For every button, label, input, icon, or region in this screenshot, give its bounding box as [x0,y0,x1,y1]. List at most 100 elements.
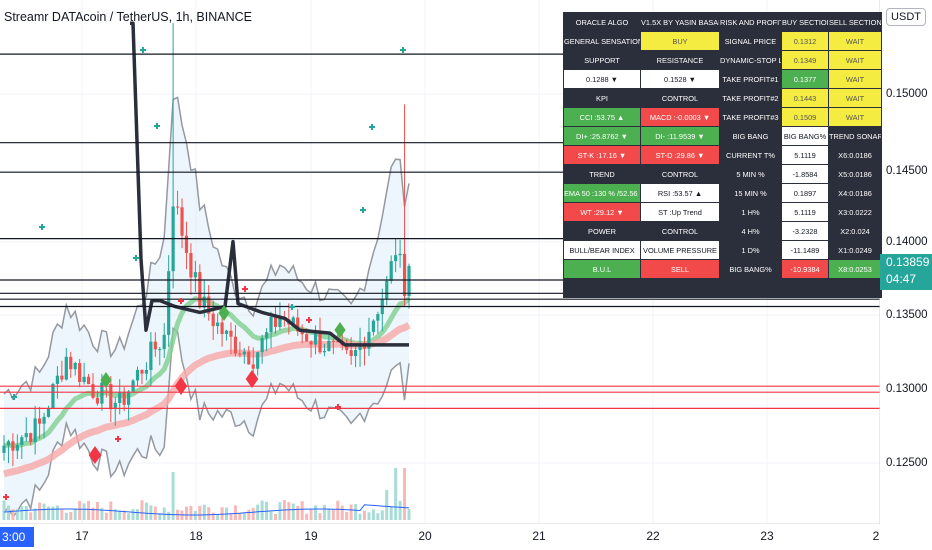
diamond-buy-signal-icon [334,322,346,338]
volume-bar [127,513,131,520]
panel-cell: CCI :53.75 ▲ [563,107,641,127]
panel-row: DI+ :25.8762 ▼ DI- :11.9539 ▼ BIG BANG BIG … [563,126,882,146]
candle-body [29,433,33,443]
ema-ribbon-green [3,295,411,449]
price-label: 0.14500 [886,165,928,177]
candle-body [149,341,153,370]
panel-cell: ST :Up Trend [640,202,720,222]
panel-cell: SELL SECTION [828,12,882,32]
volume-bar [104,512,108,520]
candle-body [398,253,402,256]
time-label: 20 [418,529,432,543]
volume-bar [158,513,162,520]
panel-cell [719,278,782,298]
volume-bar [327,508,331,520]
volume-bar [100,507,104,520]
candle-body [60,375,64,380]
volume-bar [78,501,82,520]
panel-cell: TAKE PROFIT#1 [719,69,782,89]
panel-cell: X3:0.0222 [828,202,882,222]
symbol-title[interactable]: Streamr DATAcoin / TetherUS, 1h, BINANCE [4,10,252,24]
volume-bar [260,500,264,520]
panel-cell: X6:0.0186 [828,145,882,165]
diamond-sell-signal-icon [88,446,102,464]
panel-cell: 4 H% [719,221,782,241]
panel-cell: 5.1119 [781,202,829,222]
panel-cell: CONTROL [640,88,720,108]
volume-bar [233,505,237,520]
candle-body [193,272,197,278]
volume-bar [95,501,99,520]
panel-cell: CONTROL [640,221,720,241]
panel-row: B.U.L SELL BIG BANG% -10.9384 X8:0.0253 [563,259,882,279]
candle-body [55,375,60,384]
candle-body [407,265,411,297]
candle-body [189,252,193,278]
volume-bar [55,505,59,520]
candle-body [11,441,15,451]
volume-bar [11,509,15,520]
panel-cell [828,278,882,298]
volume-bar [300,501,304,520]
volume-bar [314,505,318,520]
volume-bar [336,500,340,520]
candle-body [82,376,86,383]
candle-body [251,364,255,369]
volume-bar [394,468,398,520]
time-label: 2 [872,529,880,543]
panel-cell: 0.1897 [781,183,829,203]
currency-selector[interactable]: USDT [886,8,926,26]
volume-bar [87,501,91,520]
candle-body [113,402,117,410]
panel-cell: -11.1489 [781,240,829,260]
panel-cell: RISK AND PROFIT [719,12,782,32]
candle-body [69,356,73,370]
volume-bar [15,509,19,520]
volume-bar [198,505,202,520]
panel-cell: 0.1349 [781,50,829,70]
candle-body [402,253,407,297]
candle-body [260,338,264,353]
candle-body [353,350,358,357]
panel-cell: BUY [640,31,720,51]
volume-bar [242,512,246,520]
candle-body [140,369,144,374]
panel-cell: DI- :11.9539 ▼ [640,126,720,146]
volume-bar [29,512,33,520]
panel-cell: BIG BANG% [719,259,782,279]
volume-bar [6,505,10,520]
candle-body [51,383,55,409]
panel-cell: WAIT [828,31,882,51]
volume-bar [296,506,300,520]
time-axis[interactable]: 17 18 19 20 21 22 23 2 [0,524,880,550]
candle-body [122,391,126,405]
volume-bar [211,512,215,520]
candle-body [273,317,278,327]
volume-bar [354,504,358,520]
panel-row: POWER CONTROL 4 H% -3.2328 X2:0.024 [563,221,882,241]
panel-cell: 0.1509 [781,107,829,127]
candle-body [162,334,166,350]
panel-cell [781,278,829,298]
volume-bar [51,506,55,520]
panel-cell: RESISTANCE [640,50,720,70]
volume-bar [256,504,260,520]
candle-body [229,330,233,337]
candle-body [331,340,335,342]
candle-body [73,362,77,370]
volume-bar [60,508,64,520]
price-label: 0.15000 [886,88,928,100]
volume-bar [122,510,126,520]
panel-cell: DI+ :25.8762 ▼ [563,126,641,146]
volume-bar [216,513,220,520]
candle-body [394,255,398,262]
volume-bar [229,513,233,520]
panel-cell: TREND [563,164,641,184]
volume-bar [407,509,411,520]
panel-cell: 0.1443 [781,88,829,108]
panel-row: EMA 50 :130 % /52.56 ▲ RSI :53.57 ▲ 15 MIN… [563,183,882,203]
diamond-sell-signal-icon [245,370,259,388]
volume-bar [207,507,211,520]
price-axis[interactable]: 0.15000 0.14500 0.14000 0.13500 0.13000 … [880,0,932,524]
